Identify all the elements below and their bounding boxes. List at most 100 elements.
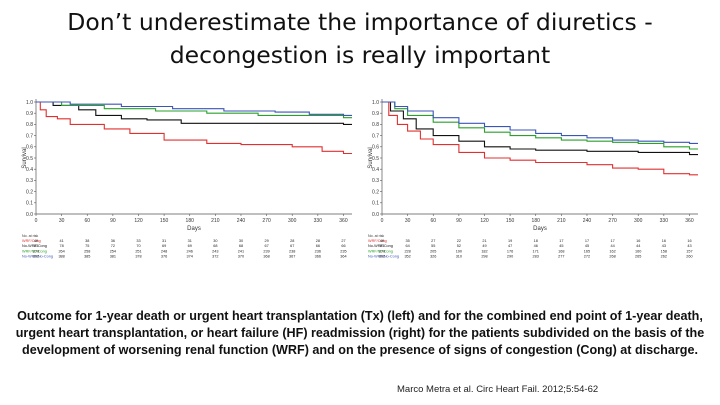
x-tick-label: 240 <box>583 218 592 224</box>
risk-table-cell: 49 <box>34 239 38 243</box>
risk-table-row-label: No-WRF/Cong <box>368 244 393 248</box>
x-tick-label: 330 <box>314 218 323 224</box>
risk-table-cell: 392 <box>379 255 385 259</box>
risk-table-cell: 81 <box>380 244 384 248</box>
x-tick-label: 90 <box>110 218 116 224</box>
x-tick-label: 60 <box>84 218 90 224</box>
x-tick-label: 240 <box>237 218 246 224</box>
risk-table-cell: 264 <box>58 249 64 253</box>
risk-table-cell: 378 <box>135 255 141 259</box>
risk-table-cell: 241 <box>238 249 244 253</box>
x-axis-label: Days <box>187 226 201 232</box>
risk-table-cell: 238 <box>289 249 295 253</box>
risk-table-cell: 243 <box>212 249 218 253</box>
risk-table-cell: 182 <box>481 249 487 253</box>
x-tick-label: 150 <box>506 218 515 224</box>
risk-table-cell: 70 <box>136 244 140 248</box>
y-tick-label: 0.4 <box>372 167 379 173</box>
series-line-wrf-no-cong <box>36 101 352 119</box>
risk-table-cell: 176 <box>507 249 513 253</box>
risk-table-cell: 381 <box>110 255 116 259</box>
x-tick-label: 30 <box>405 218 411 224</box>
risk-table-cell: 31 <box>162 239 166 243</box>
risk-table-row-label: No-WRF/No-Cong <box>368 255 399 259</box>
risk-table-cell: 66 <box>341 244 345 248</box>
risk-table-cell: 17 <box>610 239 614 243</box>
x-tick-label: 150 <box>160 218 169 224</box>
risk-table-cell: 388 <box>58 255 64 259</box>
series-line-wrf-cong <box>36 101 352 155</box>
risk-table-row-label: WRF/No-Cong <box>368 249 393 253</box>
risk-table-header: No. at risk <box>368 234 384 238</box>
risk-table-cell: 28 <box>316 239 320 243</box>
risk-table-cell: 374 <box>187 255 193 259</box>
x-tick-label: 180 <box>186 218 195 224</box>
risk-table-cell: 27 <box>341 239 345 243</box>
risk-table-cell: 385 <box>84 255 90 259</box>
risk-table-row-label: No-WRF/No-Cong <box>22 255 53 259</box>
chart-combined-endpoint: Survival 0.0 0.1 0.2 0.3 0.4 0.5 0.6 0.7 0.8 0.9 1.… <box>368 99 698 259</box>
risk-table-cell: 352 <box>404 255 410 259</box>
risk-table-cell: 41 <box>60 239 64 243</box>
risk-table-cell: 16 <box>636 239 640 243</box>
risk-table-cell: 310 <box>456 255 462 259</box>
y-tick-label: 0.7 <box>372 133 379 139</box>
risk-table-cell: 29 <box>264 239 268 243</box>
series-line-wrf-no-cong <box>382 101 698 150</box>
risk-table-row-label: WRF/Cong <box>22 239 41 243</box>
x-tick-label: 120 <box>134 218 143 224</box>
risk-table-header: No. at risk <box>22 234 38 238</box>
slide-title-line-1: Don’t underestimate the importance of di… <box>67 8 653 36</box>
risk-table-cell: 157 <box>686 249 692 253</box>
risk-table-cell: 368 <box>263 255 269 259</box>
figure-caption: Outcome for 1-year death or urgent heart… <box>15 309 705 357</box>
risk-table-cell: 372 <box>212 255 218 259</box>
risk-table-cell: 367 <box>289 255 295 259</box>
risk-table-cell: 27 <box>431 239 435 243</box>
x-tick-label: 330 <box>660 218 669 224</box>
risk-table-cell: 235 <box>340 249 346 253</box>
risk-table-cell: 366 <box>315 255 321 259</box>
risk-table-cell: 21 <box>482 239 486 243</box>
x-tick-label: 0 <box>381 218 384 224</box>
slide-title-line-2: decongestion is really important <box>169 41 551 69</box>
citation: Marco Metra et al. Circ Heart Fail. 2012… <box>397 384 599 395</box>
risk-table-cell: 45 <box>559 244 563 248</box>
risk-table-cell: 239 <box>263 249 269 253</box>
risk-table-cell: 49 <box>380 239 384 243</box>
y-tick-label: 1.0 <box>372 100 379 106</box>
x-tick-label: 270 <box>608 218 617 224</box>
risk-table-cell: 290 <box>507 255 513 259</box>
x-axis-label: Days <box>533 226 547 232</box>
x-tick-label: 60 <box>430 218 436 224</box>
risk-table-cell: 258 <box>84 249 90 253</box>
risk-table-cell: 30 <box>239 239 243 243</box>
risk-table-cell: 55 <box>431 244 435 248</box>
risk-table-cell: 69 <box>162 244 166 248</box>
y-tick-label: 0.6 <box>26 145 33 151</box>
risk-table-cell: 246 <box>187 249 193 253</box>
risk-table-cell: 67 <box>264 244 268 248</box>
y-tick-label: 0.9 <box>372 111 379 117</box>
risk-table-cell: 33 <box>136 239 140 243</box>
risk-table-cell: 265 <box>635 255 641 259</box>
x-tick-label: 270 <box>262 218 271 224</box>
x-tick-label: 360 <box>339 218 348 224</box>
risk-table-cell: 47 <box>508 244 512 248</box>
risk-table-cell: 272 <box>584 255 590 259</box>
risk-table-cell: 298 <box>481 255 487 259</box>
risk-table-cell: 326 <box>430 255 436 259</box>
risk-table-cell: 43 <box>662 244 666 248</box>
risk-table-cell: 17 <box>559 239 563 243</box>
y-tick-label: 0.2 <box>26 189 33 195</box>
y-tick-label: 0.8 <box>26 122 33 128</box>
risk-table-cell: 158 <box>661 249 667 253</box>
x-tick-label: 300 <box>634 218 643 224</box>
risk-table-cell: 160 <box>635 249 641 253</box>
risk-table-cell: 46 <box>534 244 538 248</box>
y-tick-label: 0.2 <box>372 189 379 195</box>
x-tick-label: 90 <box>456 218 462 224</box>
x-tick-label: 360 <box>685 218 694 224</box>
risk-table-cell: 165 <box>584 249 590 253</box>
x-tick-label: 210 <box>211 218 220 224</box>
